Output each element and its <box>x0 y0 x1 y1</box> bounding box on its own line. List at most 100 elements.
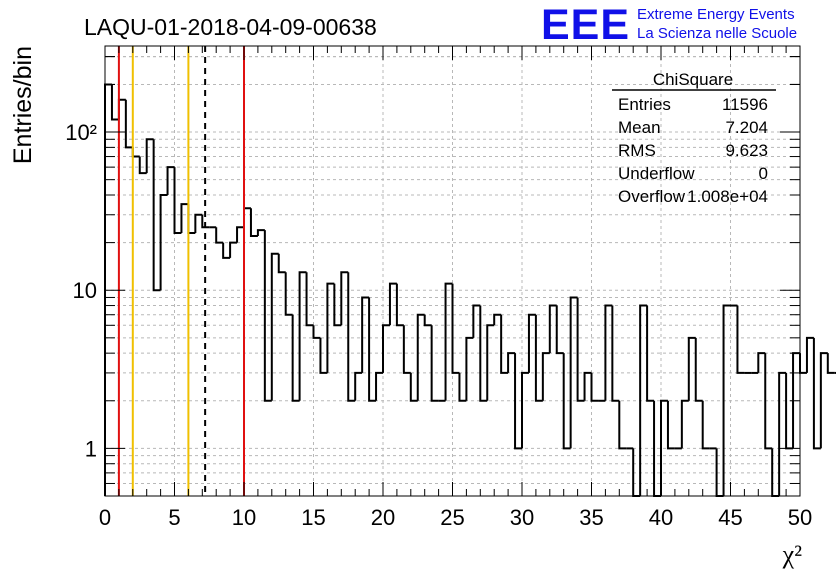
histogram-bin <box>805 336 814 373</box>
histogram-bin <box>500 314 509 374</box>
x-tick-label: 0 <box>99 505 111 530</box>
logo-text: EEE <box>541 1 630 49</box>
histogram-bin <box>263 230 272 402</box>
plot-frame <box>104 45 801 497</box>
histogram-bin <box>347 272 356 402</box>
histogram-bin <box>507 352 516 373</box>
stats-value-entries: 11596 <box>722 95 768 114</box>
x-tick-label: 35 <box>579 505 603 530</box>
histogram-bin <box>527 313 536 373</box>
x-tick-label: 30 <box>510 505 534 530</box>
histogram-bin <box>521 371 529 449</box>
histogram-bin <box>375 371 383 401</box>
histogram-bin <box>493 313 502 326</box>
histogram-bin <box>236 226 244 243</box>
stats-value-overflow: 1.008e+04 <box>687 187 768 206</box>
histogram-bin <box>555 305 564 355</box>
histogram-bin <box>687 336 696 401</box>
histogram-bin <box>465 336 474 401</box>
histogram-bin <box>277 253 286 274</box>
stats-label-entries: Entries <box>618 95 671 114</box>
histogram-bin <box>249 208 258 238</box>
histogram-bin <box>722 304 731 496</box>
stats-value-mean: 7.204 <box>725 118 768 137</box>
histogram-bin <box>458 372 467 402</box>
histogram-bin <box>541 352 550 401</box>
stats-value-rms: 9.623 <box>725 141 768 160</box>
histogram-bin <box>319 337 328 374</box>
stats-label-mean: Mean <box>618 118 661 137</box>
logo-line2: La Scienza nelle Scuole <box>637 25 797 42</box>
histogram-bin <box>562 353 571 450</box>
histogram-bin <box>694 337 703 402</box>
histogram-bin <box>291 314 300 402</box>
histogram-bin <box>757 352 766 373</box>
histogram-bin <box>451 283 460 374</box>
histogram-bin <box>611 305 620 402</box>
histogram-bin <box>701 400 710 450</box>
histogram-bin <box>472 304 481 338</box>
histogram-bin <box>229 241 238 258</box>
histogram-bin <box>340 271 349 326</box>
histogram-bin <box>812 337 821 450</box>
histogram-bin <box>423 314 432 327</box>
histogram-bin <box>569 296 578 449</box>
histogram-bin <box>173 167 182 235</box>
histogram-bin <box>576 297 585 402</box>
histogram-bin <box>514 353 522 450</box>
stats-title: ChiSquare <box>653 70 733 89</box>
histogram-bin <box>409 372 418 402</box>
histogram-bin <box>382 324 390 373</box>
histogram-bin <box>361 296 370 373</box>
histogram-bin <box>326 282 335 373</box>
x-tick-label: 25 <box>440 505 464 530</box>
x-axis-label: χ² <box>782 540 803 569</box>
histogram-bin <box>680 399 689 449</box>
histogram-bin <box>618 400 627 450</box>
histogram-bin <box>222 242 231 259</box>
y-axis-label: Entries/bin <box>9 46 37 164</box>
y-tick-label: 10 <box>73 278 97 303</box>
histogram-bin <box>333 283 342 327</box>
vertical-markers <box>117 46 245 496</box>
histogram-bin <box>444 282 453 401</box>
histogram-bin <box>666 400 675 450</box>
histogram-bin <box>590 372 599 402</box>
histogram-bin <box>764 353 773 450</box>
x-tick-label: 10 <box>232 505 256 530</box>
histogram-bin <box>270 252 279 401</box>
histogram-bin <box>388 282 397 326</box>
histogram-bin <box>110 84 119 121</box>
logo-line1: Extreme Energy Events <box>637 6 795 23</box>
stats-box: ChiSquare Entries 11596 Mean 7.204 RMS 9… <box>612 70 776 206</box>
histogram-bin <box>416 313 425 401</box>
histogram-bin <box>159 193 168 291</box>
histogram-bin <box>152 139 161 292</box>
histogram-bin <box>819 352 828 449</box>
histogram-bin <box>826 353 835 374</box>
x-tick-label: 20 <box>371 505 395 530</box>
histogram-bin <box>215 227 224 244</box>
x-tick-label: 5 <box>168 505 180 530</box>
histogram-bin <box>256 229 265 237</box>
histogram-bin <box>368 297 377 402</box>
histogram-bin <box>166 166 175 195</box>
histogram-bin <box>298 271 307 401</box>
histogram-bin <box>660 399 668 496</box>
histogram-bin <box>646 305 655 402</box>
histogram-bin <box>395 283 404 327</box>
histogram-bin <box>124 99 133 149</box>
histogram-bin <box>145 138 154 174</box>
histogram-bin <box>778 371 787 496</box>
eee-logo: EEE Extreme Energy Events La Scienza nel… <box>541 1 797 49</box>
histogram-bin <box>604 304 613 401</box>
x-tick-label: 15 <box>301 505 325 530</box>
x-tick-label: 50 <box>788 505 812 530</box>
histogram-bin <box>284 272 293 316</box>
histogram-bin <box>180 203 189 234</box>
histogram-bin <box>138 156 147 175</box>
histogram-bin <box>354 371 363 401</box>
x-tick-label: 40 <box>649 505 673 530</box>
histogram-bin <box>534 314 543 402</box>
